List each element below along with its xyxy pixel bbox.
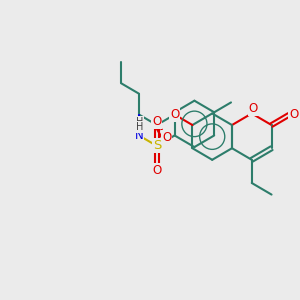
Text: S: S <box>153 140 161 152</box>
Text: O: O <box>152 164 161 177</box>
Text: H: H <box>136 117 143 127</box>
Text: O: O <box>289 108 298 121</box>
Text: O: O <box>249 102 258 115</box>
Text: N: N <box>135 129 143 142</box>
Text: O: O <box>170 108 179 121</box>
Text: O: O <box>162 131 171 144</box>
Text: H: H <box>136 122 143 132</box>
Text: O: O <box>152 115 161 128</box>
